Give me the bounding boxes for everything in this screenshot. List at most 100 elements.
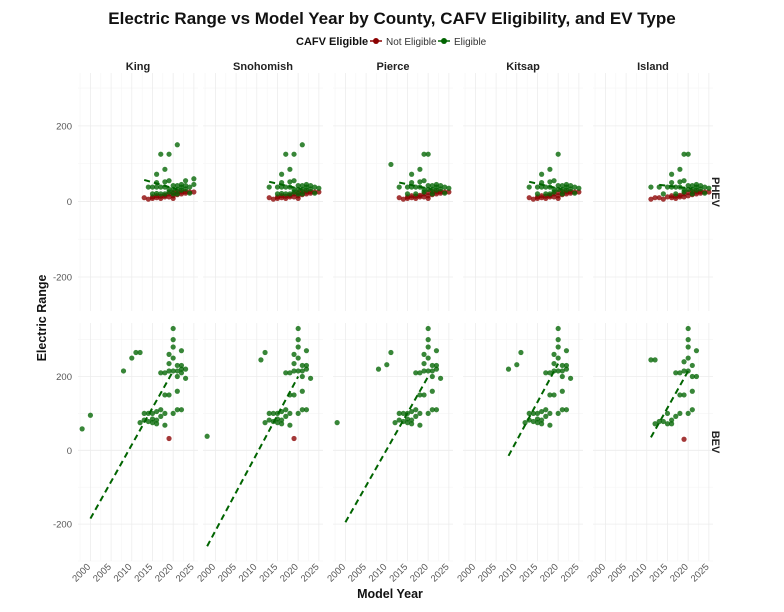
point-eligible <box>154 171 160 177</box>
point-eligible <box>291 351 297 357</box>
point-eligible <box>567 182 574 189</box>
point-eligible <box>652 357 658 363</box>
point-eligible <box>295 337 301 343</box>
point-eligible <box>547 392 553 398</box>
point-eligible <box>154 417 160 423</box>
point-eligible <box>404 184 411 190</box>
facet-label-kitsap: Kitsap <box>506 61 540 73</box>
point-eligible <box>170 191 176 197</box>
legend-title: CAFV Eligible <box>296 36 368 48</box>
legend-key-dot <box>373 38 379 44</box>
point-eligible <box>283 370 289 376</box>
point-eligible <box>555 151 561 157</box>
x-tick-label: 2020 <box>538 562 561 585</box>
point-eligible <box>178 348 185 354</box>
panel-island-phev <box>593 73 713 311</box>
point-eligible <box>191 176 197 182</box>
legend-label: Eligible <box>454 37 487 48</box>
point-eligible <box>299 388 305 394</box>
point-not-eligible <box>316 189 322 195</box>
point-eligible <box>388 161 394 168</box>
point-eligible <box>166 351 172 357</box>
point-not-eligible <box>648 196 654 202</box>
point-eligible <box>174 182 180 189</box>
point-eligible <box>154 408 160 415</box>
point-eligible <box>413 413 419 419</box>
point-eligible <box>307 182 314 189</box>
point-eligible <box>295 182 301 189</box>
point-eligible <box>270 410 276 417</box>
point-eligible <box>425 337 431 343</box>
point-eligible <box>681 151 687 157</box>
y-tick-label: 200 <box>56 372 72 383</box>
point-eligible <box>283 191 289 197</box>
point-eligible <box>677 370 683 376</box>
x-axis-title: Model Year <box>357 587 423 601</box>
point-eligible <box>279 417 285 423</box>
panel-kitsap-bev <box>463 323 583 562</box>
point-eligible <box>669 171 675 177</box>
point-eligible <box>530 410 536 417</box>
x-tick-label: 2000 <box>325 562 348 585</box>
point-eligible <box>79 426 85 432</box>
point-eligible <box>685 151 691 157</box>
point-eligible <box>295 355 301 361</box>
legend-label: Not Eligible <box>386 37 437 48</box>
point-not-eligible <box>266 195 272 201</box>
point-eligible <box>656 418 662 425</box>
point-not-eligible <box>283 195 289 202</box>
facet-label-snohomish: Snohomish <box>233 61 293 73</box>
point-eligible <box>669 417 675 423</box>
point-eligible <box>446 185 452 191</box>
point-eligible <box>158 151 164 157</box>
point-eligible <box>266 410 272 417</box>
point-eligible <box>421 178 427 184</box>
point-eligible <box>291 360 297 367</box>
trend-line <box>659 183 693 190</box>
point-eligible <box>555 182 561 189</box>
point-eligible <box>162 392 168 398</box>
point-not-eligible <box>291 435 297 442</box>
point-eligible <box>279 190 285 197</box>
point-eligible <box>274 184 281 190</box>
point-eligible <box>702 190 708 196</box>
point-eligible <box>563 348 570 354</box>
point-eligible <box>425 182 431 189</box>
point-eligible <box>303 348 310 354</box>
point-eligible <box>522 420 528 426</box>
point-eligible <box>404 191 411 197</box>
point-eligible <box>681 368 687 374</box>
point-eligible <box>295 191 301 197</box>
point-eligible <box>396 410 402 417</box>
point-eligible <box>133 349 139 356</box>
point-not-eligible <box>706 189 712 195</box>
point-eligible <box>404 420 411 426</box>
x-tick-label: 2000 <box>585 562 608 585</box>
point-eligible <box>551 360 557 367</box>
point-eligible <box>681 392 687 398</box>
point-eligible <box>673 191 679 197</box>
x-tick-label: 2025 <box>299 562 322 585</box>
point-eligible <box>262 420 268 426</box>
x-tick-label: 2010 <box>627 562 650 585</box>
x-tick-label: 2025 <box>429 562 452 585</box>
point-eligible <box>178 407 185 413</box>
point-not-eligible <box>446 189 452 195</box>
point-eligible <box>559 191 565 197</box>
point-eligible <box>187 190 193 196</box>
point-eligible <box>295 410 301 417</box>
point-eligible <box>409 408 415 415</box>
x-tick-label: 2000 <box>70 562 93 585</box>
x-tick-label: 2005 <box>476 562 499 585</box>
point-eligible <box>421 360 427 367</box>
x-tick-label: 2010 <box>367 562 390 585</box>
point-eligible <box>437 182 444 189</box>
point-eligible <box>162 166 168 172</box>
facet-label-phev: PHEV <box>709 177 721 208</box>
point-not-eligible <box>170 195 176 202</box>
point-eligible <box>170 355 176 361</box>
point-eligible <box>689 388 695 394</box>
panel-king-bev <box>78 323 198 562</box>
point-eligible <box>534 416 541 422</box>
